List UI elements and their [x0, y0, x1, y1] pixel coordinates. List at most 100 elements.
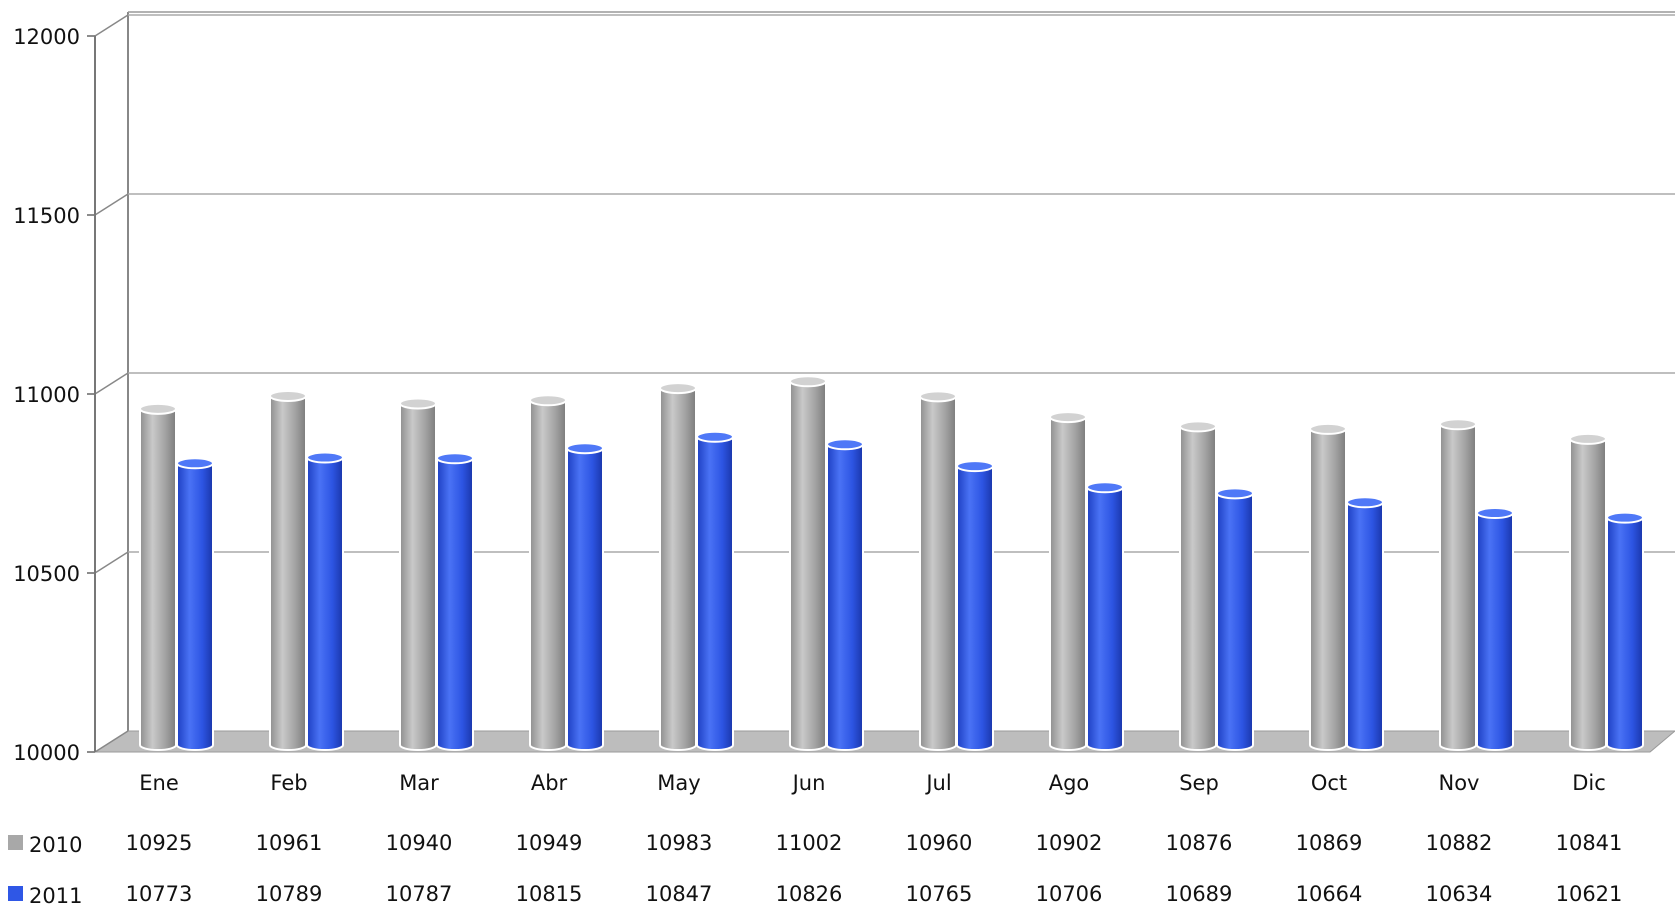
bar-body — [1606, 516, 1644, 751]
x-tick-label: Ene — [139, 771, 179, 795]
bar-2010-Nov — [1439, 418, 1477, 751]
bar-2010-Sep — [1179, 420, 1217, 751]
bar-body — [1346, 501, 1384, 751]
bar-2011-Ago — [1086, 481, 1124, 751]
bar-2011-Nov — [1476, 507, 1514, 751]
data-table-value: 10925 — [126, 831, 193, 855]
data-table-value: 10961 — [256, 831, 323, 855]
x-tick-label: May — [657, 771, 700, 795]
data-table-value: 10869 — [1296, 831, 1363, 855]
bar-cap — [659, 382, 697, 395]
bar-cap — [399, 397, 437, 410]
x-tick-label: Jul — [924, 771, 951, 795]
bar-2010-Dic — [1569, 432, 1607, 751]
bar-body — [1439, 423, 1477, 751]
bar-body — [1086, 486, 1124, 751]
bar-cap — [1309, 422, 1347, 435]
legend-swatch-2011 — [8, 886, 23, 901]
bar-cap — [826, 438, 864, 451]
bar-2010-Feb — [269, 389, 307, 751]
bar-body — [1049, 416, 1087, 751]
bar-2010-Mar — [399, 397, 437, 751]
x-tick-label: Dic — [1572, 771, 1606, 795]
data-table-value: 11002 — [776, 831, 843, 855]
data-table-value: 10664 — [1296, 882, 1363, 906]
data-table: 2010 10925 10961 10940 10949 10983 11002 10960 1… — [8, 831, 1622, 908]
bar-cap — [1216, 487, 1254, 500]
bar-2011-May — [696, 430, 734, 751]
bar-cap — [1179, 420, 1217, 433]
bar-cap — [1049, 411, 1087, 424]
bar-cap — [1439, 418, 1477, 431]
bar-body — [176, 462, 214, 751]
x-tick-label: Abr — [531, 771, 568, 795]
bar-cap — [436, 452, 474, 465]
bar-body — [529, 399, 567, 751]
bar-cap — [919, 390, 957, 403]
data-table-value: 10787 — [386, 882, 453, 906]
bar-body — [269, 394, 307, 751]
bar-2011-Mar — [436, 452, 474, 751]
bar-2011-Oct — [1346, 496, 1384, 751]
data-table-value: 10706 — [1036, 882, 1103, 906]
bar-cap — [1569, 432, 1607, 445]
gridline-diagonal — [94, 372, 129, 395]
legend-label: 2011 — [29, 884, 82, 908]
bar-2010-Jun — [789, 375, 827, 751]
y-tick-label: 10000 — [13, 741, 80, 765]
bar-body — [1569, 437, 1607, 751]
bar-cap — [956, 460, 994, 473]
bar-cap — [566, 442, 604, 455]
y-tick-label: 11500 — [13, 204, 80, 228]
data-table-value: 10773 — [126, 882, 193, 906]
bar-cap — [696, 430, 734, 443]
bar-body — [1216, 492, 1254, 751]
bar-cap — [1606, 511, 1644, 524]
bar-body — [789, 380, 827, 751]
bar-body — [566, 447, 604, 751]
bar-2010-Jul — [919, 390, 957, 751]
bar-body — [306, 456, 344, 751]
x-tick-label: Feb — [270, 771, 307, 795]
data-table-value: 10841 — [1556, 831, 1623, 855]
bar-cap — [789, 375, 827, 388]
data-table-value: 10882 — [1426, 831, 1493, 855]
bar-2011-Sep — [1216, 487, 1254, 751]
data-table-value: 10634 — [1426, 882, 1493, 906]
x-tick-label: Ago — [1049, 771, 1090, 795]
data-table-value: 10940 — [386, 831, 453, 855]
y-tick-label: 10500 — [13, 562, 80, 586]
bar-2010-May — [659, 382, 697, 751]
bar-body — [139, 407, 177, 751]
gridlines — [94, 14, 1675, 753]
bar-body — [1476, 512, 1514, 751]
data-table-value: 10815 — [516, 882, 583, 906]
y-tick-label: 11000 — [13, 383, 80, 407]
bar-2011-Abr — [566, 442, 604, 751]
bar-cap — [139, 402, 177, 415]
data-table-value: 10789 — [256, 882, 323, 906]
bar-cap — [306, 451, 344, 464]
bar-body — [659, 387, 697, 751]
data-table-value: 10949 — [516, 831, 583, 855]
bar-body — [826, 443, 864, 751]
gridline-diagonal — [94, 14, 129, 37]
bar-2010-Ago — [1049, 411, 1087, 751]
legend-swatch-2010 — [8, 835, 23, 850]
bar-2011-Jul — [956, 460, 994, 751]
x-axis: Ene Feb Mar Abr May Jun Jul Ago Sep Oct Nov Dic — [139, 771, 1606, 795]
gridline-diagonal — [94, 730, 129, 753]
data-table-value: 10847 — [646, 882, 713, 906]
data-table-value: 10689 — [1166, 882, 1233, 906]
bar-2010-Ene — [139, 402, 177, 751]
bar-body — [399, 402, 437, 751]
data-table-value: 10960 — [906, 831, 973, 855]
x-tick-label: Sep — [1179, 771, 1219, 795]
data-table-value: 10902 — [1036, 831, 1103, 855]
bars — [139, 375, 1644, 751]
bar-cap — [1086, 481, 1124, 494]
bar-body — [919, 395, 957, 751]
x-tick-label: Oct — [1311, 771, 1347, 795]
bar-cap — [269, 389, 307, 402]
